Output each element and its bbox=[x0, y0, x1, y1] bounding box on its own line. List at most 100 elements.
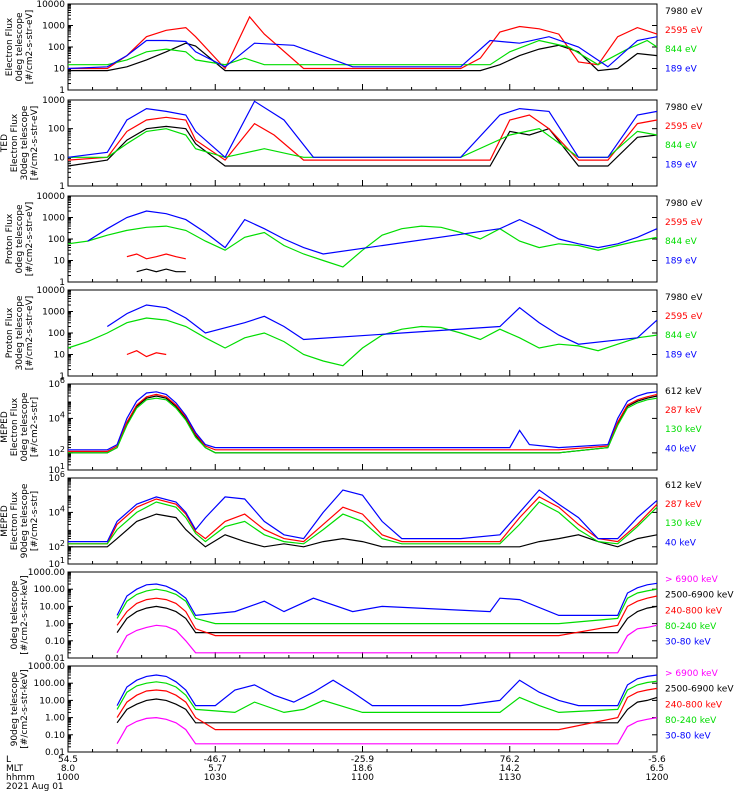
x-tick-label-hhmm: 1200 bbox=[646, 773, 669, 783]
legend-entry: 7980 eV bbox=[665, 7, 703, 17]
legend-entry: 240-800 keV bbox=[665, 700, 723, 710]
y-axis-label: MEPEDElectron Flux90deg telescope[#/cm2-… bbox=[0, 483, 40, 558]
series-green bbox=[67, 225, 658, 268]
series-blue bbox=[87, 210, 658, 255]
legend-entry: 189 eV bbox=[665, 64, 698, 74]
y-tick-exponent: 6 bbox=[60, 470, 65, 479]
y-tick-label: 1000 bbox=[42, 214, 65, 224]
y-axis-label: Proton Flux30deg telescope[#/cm2-s-str-e… bbox=[5, 295, 35, 370]
series-red bbox=[116, 687, 658, 731]
y-tick-label: 10 bbox=[54, 351, 66, 361]
y-tick-label: 10 bbox=[49, 543, 61, 553]
y-tick-label: 10 bbox=[54, 257, 66, 267]
y-tick-label: 100 bbox=[48, 43, 65, 53]
legend-entry: 189 eV bbox=[665, 350, 698, 360]
series-blue bbox=[68, 489, 658, 543]
legend-entry: 844 eV bbox=[665, 331, 698, 341]
y-axis-label: 0deg telescope[#/cm2-s-str-keV] bbox=[10, 575, 30, 654]
panel-frame bbox=[67, 195, 658, 283]
y-tick-label: 10000 bbox=[36, 0, 65, 10]
y-tick-exponent: 4 bbox=[60, 504, 65, 513]
legend-entry: 7980 eV bbox=[665, 199, 703, 209]
x-tick-label-l: -25.9 bbox=[351, 755, 375, 765]
y-tick-label: 10 bbox=[54, 65, 66, 75]
legend-entry: > 6900 keV bbox=[665, 575, 719, 585]
y-tick-label: 1000.00 bbox=[28, 568, 65, 578]
y-tick-label: 10 bbox=[49, 380, 61, 390]
y-tick-label: 10 bbox=[49, 474, 61, 484]
y-tick-label: 100.00 bbox=[34, 585, 66, 595]
y-tick-label: 1000 bbox=[42, 308, 65, 318]
legend-entry: 844 eV bbox=[665, 45, 698, 55]
series-black bbox=[116, 696, 658, 724]
series-black bbox=[68, 395, 658, 454]
x-row-label: hhmm bbox=[6, 773, 35, 783]
x-tick-label-l: 54.5 bbox=[58, 755, 78, 765]
y-tick-label: 1 bbox=[59, 278, 65, 288]
y-tick-label: 100 bbox=[48, 125, 65, 135]
series-green bbox=[68, 397, 658, 454]
y-tick-label: 10.00 bbox=[39, 696, 65, 706]
legend-entry: 612 keV bbox=[665, 387, 702, 397]
y-axis-label: Proton Flux0deg telescope[#/cm2-s-str-eV… bbox=[5, 202, 35, 277]
series-black bbox=[136, 268, 186, 273]
y-tick-label: 100 bbox=[48, 329, 65, 339]
y-tick-label: 1.00 bbox=[45, 620, 65, 630]
x-tick-label-mlt: 8.0 bbox=[61, 764, 76, 774]
y-tick-label: 1000.00 bbox=[28, 662, 65, 672]
panel-frame bbox=[67, 289, 658, 377]
y-tick-label: 1.00 bbox=[45, 714, 65, 724]
y-tick-label: 0.01 bbox=[45, 748, 65, 758]
series-green bbox=[116, 588, 658, 625]
y-tick-label: 100.00 bbox=[34, 679, 66, 689]
y-axis-label: TEDElectron Flux30deg telescope[#/cm2-s-… bbox=[0, 105, 40, 180]
y-tick-label: 0.01 bbox=[45, 654, 65, 664]
legend-entry: 30-80 keV bbox=[665, 638, 711, 648]
legend-entry: 130 keV bbox=[665, 519, 702, 529]
legend-entry: 30-80 keV bbox=[665, 732, 711, 742]
series-blue bbox=[116, 582, 658, 617]
y-axis-label: MEPEDElectron Flux0deg telescope[#/cm2-s… bbox=[0, 392, 40, 462]
y-tick-exponent: 1 bbox=[60, 556, 65, 565]
legend-entry: 287 keV bbox=[665, 500, 702, 510]
series-blue bbox=[106, 304, 658, 345]
panel-frame bbox=[67, 383, 658, 471]
y-tick-label: 10 bbox=[54, 153, 66, 163]
x-tick-label-mlt: 14.2 bbox=[500, 764, 520, 774]
y-tick-label: 10.00 bbox=[39, 602, 65, 612]
legend-entry: 240-800 keV bbox=[665, 606, 723, 616]
legend-entry: 2595 eV bbox=[665, 218, 703, 228]
y-tick-label: 10 bbox=[49, 414, 61, 424]
legend-entry: 40 keV bbox=[665, 538, 697, 548]
legend-entry: 2500-6900 keV bbox=[665, 685, 734, 695]
legend-entry: 2500-6900 keV bbox=[665, 591, 734, 601]
y-tick-exponent: 2 bbox=[60, 539, 65, 548]
y-tick-exponent: 1 bbox=[60, 462, 65, 471]
x-tick-label-l: 76.2 bbox=[500, 755, 520, 765]
y-tick-label: 10 bbox=[49, 508, 61, 518]
series-blue bbox=[116, 674, 658, 707]
y-tick-label: 1 bbox=[59, 182, 65, 192]
series-red bbox=[67, 114, 658, 161]
x-tick-label-hhmm: 1100 bbox=[351, 773, 374, 783]
x-tick-label-hhmm: 1030 bbox=[204, 773, 227, 783]
legend-entry: 2595 eV bbox=[665, 312, 703, 322]
series-red bbox=[68, 15, 658, 70]
date-label: 2021 Aug 01 bbox=[6, 782, 64, 792]
y-tick-label: 10 bbox=[49, 560, 61, 570]
series-green bbox=[67, 317, 658, 367]
legend-entry: 80-240 keV bbox=[665, 716, 717, 726]
series-black bbox=[68, 513, 658, 548]
x-tick-label-hhmm: 1000 bbox=[57, 773, 80, 783]
legend-entry: 287 keV bbox=[665, 406, 702, 416]
series-black bbox=[116, 605, 658, 634]
legend-entry: 189 eV bbox=[665, 256, 698, 266]
x-tick-label-mlt: 6.5 bbox=[650, 764, 664, 774]
y-tick-exponent: 6 bbox=[60, 376, 65, 385]
